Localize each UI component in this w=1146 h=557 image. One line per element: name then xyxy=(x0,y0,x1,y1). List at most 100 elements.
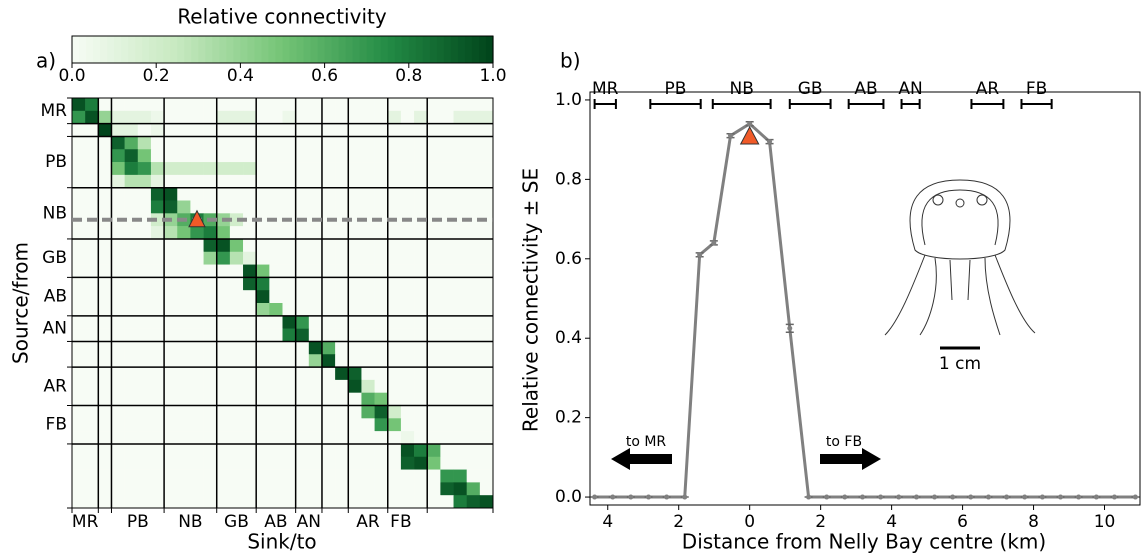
heatmap-cell xyxy=(203,443,218,458)
heatmap-cell xyxy=(111,98,125,112)
heatmap-cell xyxy=(282,98,296,112)
point xyxy=(628,494,634,500)
region-label: PB xyxy=(665,79,687,99)
heatmap-cell xyxy=(453,162,467,176)
heatmap-cell xyxy=(427,110,441,124)
heatmap-cell xyxy=(427,303,441,317)
heatmap-cell xyxy=(335,367,349,381)
point xyxy=(728,133,734,139)
heatmap-cell xyxy=(124,162,139,176)
y-tick-label: 0.6 xyxy=(555,249,582,269)
heatmap-cell xyxy=(335,110,349,124)
heatmap-cell xyxy=(400,123,415,137)
heatmap-cell xyxy=(374,405,389,419)
heatmap-cell xyxy=(440,238,454,253)
heatmap-cell xyxy=(124,482,139,496)
heatmap-cell xyxy=(348,149,362,163)
heatmap-cell xyxy=(72,303,86,317)
heatmap-cell xyxy=(466,136,481,150)
heatmap-cell xyxy=(387,123,402,137)
heatmap-cell xyxy=(295,418,310,432)
heatmap-cell xyxy=(98,277,112,291)
heatmap-cell xyxy=(111,226,125,240)
heatmap-cell xyxy=(216,226,231,240)
heatmap-cell xyxy=(137,277,152,291)
heatmap-cell xyxy=(203,187,218,201)
heatmap-cell xyxy=(427,495,441,509)
heatmap-cell xyxy=(190,264,204,278)
heatmap-cell xyxy=(124,264,139,278)
heatmap-cell xyxy=(335,341,349,355)
heatmap-cell xyxy=(374,98,389,112)
heatmap-cell xyxy=(85,290,99,304)
heatmap-cell xyxy=(124,226,139,240)
colorbar-segment xyxy=(443,36,452,63)
heatmap-cell xyxy=(256,405,270,419)
heatmap-cell xyxy=(427,136,441,150)
heatmap-cell xyxy=(335,290,349,304)
heatmap-cell xyxy=(216,418,231,432)
heatmap-cell xyxy=(164,110,178,124)
heatmap-cell xyxy=(72,226,86,240)
heatmap-cell xyxy=(177,418,191,432)
colorbar-segment xyxy=(289,36,298,63)
heatmap-cell xyxy=(400,405,415,419)
heatmap-cell xyxy=(150,341,165,355)
heatmap-cell xyxy=(229,495,244,509)
heatmap-cell xyxy=(269,443,283,458)
x-tick-label: NB xyxy=(178,512,202,532)
heatmap-cell xyxy=(150,213,165,227)
heatmap-cell xyxy=(137,187,152,201)
heatmap-cell xyxy=(124,443,139,458)
heatmap-cell xyxy=(85,405,99,419)
heatmap-cell xyxy=(335,469,349,483)
heatmap-cell xyxy=(243,123,257,137)
y-tick-label: 0.2 xyxy=(555,408,582,428)
heatmap-cell xyxy=(440,354,454,368)
region-label: GB xyxy=(798,79,823,99)
heatmap-cell xyxy=(335,200,349,214)
heatmap-cell xyxy=(374,251,389,265)
heatmap-cell xyxy=(374,495,389,509)
heatmap-cell xyxy=(387,290,402,304)
heatmap-cell xyxy=(414,315,428,329)
heatmap-cell xyxy=(335,405,349,419)
heatmap-cell xyxy=(98,367,112,381)
heatmap-cell xyxy=(308,418,323,432)
colorbar-segment xyxy=(464,36,473,63)
heatmap-cell xyxy=(348,290,362,304)
heatmap-cell xyxy=(150,290,165,304)
heatmap-cell xyxy=(85,162,99,176)
heatmap-cell xyxy=(282,303,296,317)
point xyxy=(878,494,884,500)
heatmap-cell xyxy=(374,110,389,124)
heatmap-cell xyxy=(308,431,323,445)
heatmap-cell xyxy=(164,341,178,355)
heatmap-cell xyxy=(400,264,415,278)
heatmap-cell xyxy=(124,405,139,419)
heatmap-cell xyxy=(164,379,178,393)
heatmap-cell xyxy=(295,328,310,342)
heatmap-cell xyxy=(177,431,191,445)
heatmap-cell xyxy=(98,123,112,137)
heatmap-cell xyxy=(124,392,139,406)
heatmap-cell xyxy=(243,328,257,342)
heatmap-cell xyxy=(256,123,270,137)
heatmap-cell xyxy=(72,264,86,278)
heatmap-cell xyxy=(414,110,428,124)
heatmap-cell xyxy=(308,315,323,329)
heatmap-cell xyxy=(335,315,349,329)
heatmap-cell xyxy=(229,482,244,496)
heatmap-cell xyxy=(137,469,152,483)
heatmap-cell xyxy=(453,328,467,342)
heatmap-cell xyxy=(243,200,257,214)
heatmap-cell xyxy=(440,303,454,317)
heatmap-cell xyxy=(203,226,218,240)
heatmap-cell xyxy=(124,251,139,265)
heatmap-cell xyxy=(453,456,467,470)
heatmap-cell xyxy=(111,174,125,188)
heatmap-cell xyxy=(361,443,375,458)
heatmap-cell xyxy=(387,277,402,291)
heatmap-cell xyxy=(216,303,231,317)
heatmap-cell xyxy=(243,226,257,240)
